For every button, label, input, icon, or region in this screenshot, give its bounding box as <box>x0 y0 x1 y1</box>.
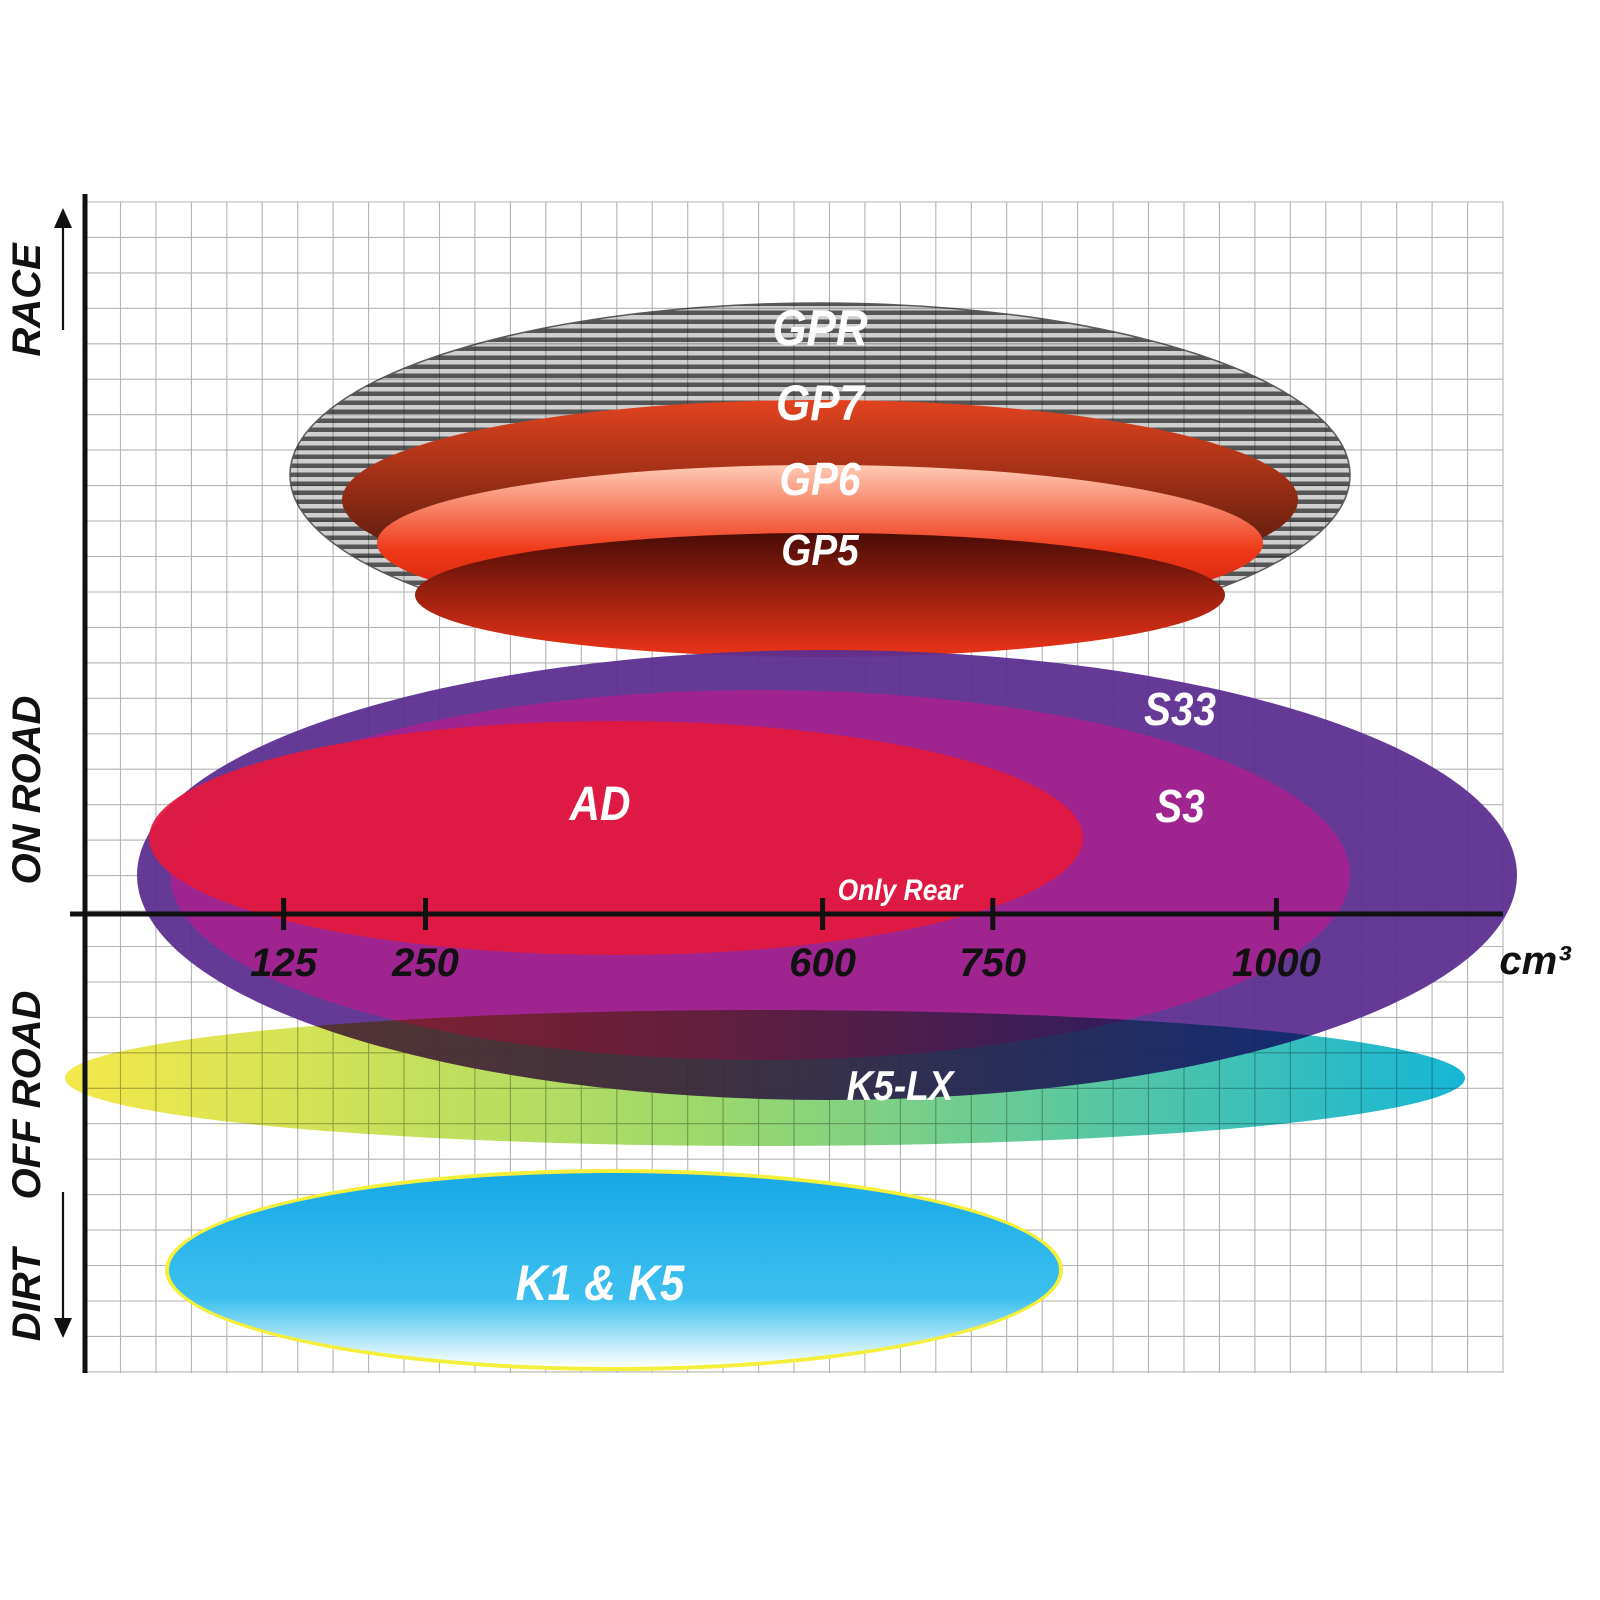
svg-text:K1 & K5: K1 & K5 <box>516 1254 685 1310</box>
svg-text:600: 600 <box>789 941 856 985</box>
svg-text:1000: 1000 <box>1232 941 1321 985</box>
svg-text:K5-LX: K5-LX <box>847 1063 956 1110</box>
svg-text:RACE: RACE <box>5 242 49 357</box>
svg-text:ON ROAD: ON ROAD <box>5 696 49 885</box>
svg-text:GPR: GPR <box>772 299 867 355</box>
svg-text:DIRT: DIRT <box>5 1245 49 1341</box>
svg-text:GP5: GP5 <box>781 525 859 575</box>
svg-text:OFF ROAD: OFF ROAD <box>5 991 49 1200</box>
svg-text:AD: AD <box>569 776 631 830</box>
svg-text:S3: S3 <box>1155 782 1205 833</box>
svg-text:cm³: cm³ <box>1499 939 1572 983</box>
svg-text:250: 250 <box>391 941 459 985</box>
svg-text:Only Rear: Only Rear <box>838 872 965 906</box>
svg-text:125: 125 <box>250 941 317 985</box>
svg-text:GP6: GP6 <box>780 455 862 506</box>
svg-text:S33: S33 <box>1144 685 1216 736</box>
svg-text:750: 750 <box>959 941 1026 985</box>
svg-text:GP7: GP7 <box>776 374 867 430</box>
